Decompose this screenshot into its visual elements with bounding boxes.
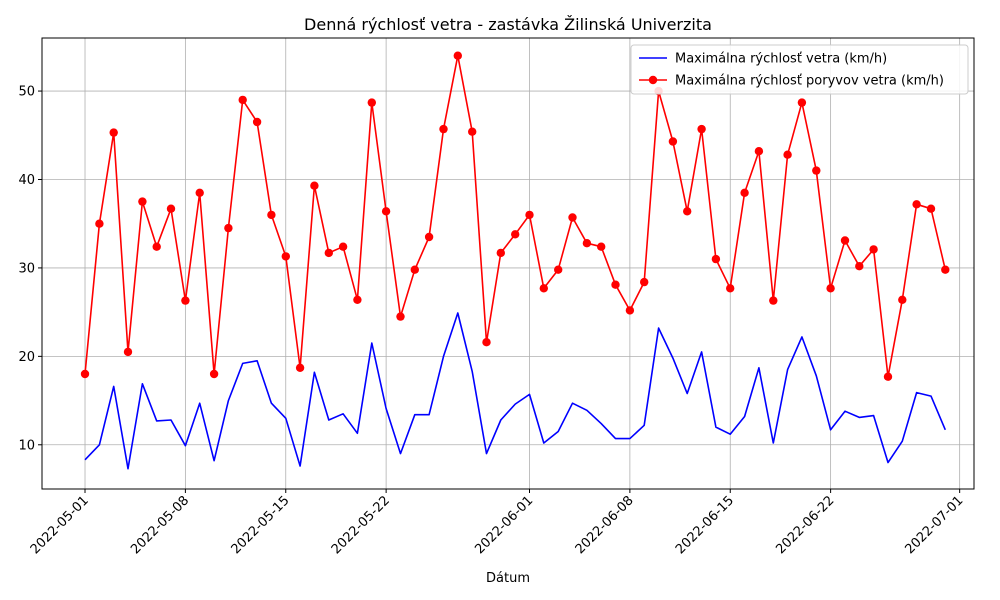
grid-layer xyxy=(42,38,974,489)
x-tick-label: 2022-05-15 xyxy=(229,493,293,557)
x-tick-label: 2022-05-01 xyxy=(28,493,92,557)
data-point xyxy=(109,128,118,137)
data-point xyxy=(898,295,907,304)
data-point xyxy=(310,181,319,190)
data-point xyxy=(338,242,348,251)
data-point xyxy=(554,265,563,274)
data-point xyxy=(138,197,147,206)
chart-title: Denná rýchlosť vetra - zastávka Žilinská… xyxy=(304,15,712,34)
data-point xyxy=(754,147,764,156)
data-point xyxy=(267,210,276,220)
data-point xyxy=(568,213,577,222)
data-point xyxy=(468,127,477,136)
data-point xyxy=(726,284,735,293)
data-point xyxy=(424,232,434,242)
data-point xyxy=(611,280,620,289)
data-point xyxy=(826,284,835,293)
data-point xyxy=(224,223,233,233)
data-point xyxy=(812,166,821,175)
data-point xyxy=(353,295,362,304)
data-point xyxy=(410,265,419,274)
data-point xyxy=(496,248,505,258)
data-point xyxy=(625,306,635,315)
series-1 xyxy=(84,312,947,470)
x-tick-label: 2022-05-22 xyxy=(329,493,393,557)
data-point xyxy=(697,124,706,134)
data-point xyxy=(797,98,807,107)
data-point xyxy=(482,338,491,347)
data-point xyxy=(912,200,921,209)
data-point xyxy=(525,210,534,220)
plot-frame xyxy=(41,37,975,490)
data-point xyxy=(209,369,219,379)
axis-layer: 10 20 30 40 50 2022-05-01 2022-05-08 2022-05-15… xyxy=(18,85,966,558)
data-point xyxy=(926,204,936,213)
data-point xyxy=(597,242,606,251)
series-line xyxy=(84,54,947,378)
data-point xyxy=(396,312,405,321)
data-point xyxy=(711,254,721,264)
series-line xyxy=(84,312,947,470)
legend-label: Maximálna rýchlosť poryvov vetra (km/h) xyxy=(675,74,944,89)
data-point xyxy=(683,207,692,216)
data-point xyxy=(252,117,262,127)
data-point xyxy=(123,347,133,357)
data-point xyxy=(152,242,161,251)
y-tick-label: 30 xyxy=(18,261,35,276)
data-point xyxy=(869,245,878,254)
x-axis-title: Dátum xyxy=(486,571,530,586)
data-point xyxy=(740,188,749,197)
data-point xyxy=(668,137,678,146)
data-point xyxy=(783,150,792,159)
data-point xyxy=(80,369,90,379)
data-point xyxy=(381,207,391,216)
x-tick-label: 2022-06-22 xyxy=(773,493,837,557)
x-tick-label: 2022-06-01 xyxy=(472,493,536,557)
data-point xyxy=(769,296,778,305)
data-point xyxy=(281,252,290,261)
x-tick-label: 2022-07-01 xyxy=(902,493,966,557)
x-tick-label: 2022-06-15 xyxy=(673,493,737,557)
legend-item: Maximálna rýchlosť poryvov vetra (km/h) xyxy=(639,74,944,89)
series-2 xyxy=(80,51,950,381)
data-point xyxy=(539,284,548,293)
data-point xyxy=(295,363,305,372)
data-point xyxy=(324,248,333,258)
x-tick-label: 2022-05-08 xyxy=(128,493,192,557)
x-tick-label: 2022-06-08 xyxy=(573,493,637,557)
data-point xyxy=(640,277,649,287)
data-point xyxy=(195,188,204,197)
data-point xyxy=(367,98,376,107)
legend-marker xyxy=(648,75,658,85)
data-point xyxy=(511,230,520,239)
data-point xyxy=(582,239,592,248)
legend-box xyxy=(630,44,969,95)
data-point xyxy=(439,124,448,134)
series-layer xyxy=(80,51,950,470)
data-point xyxy=(238,95,247,105)
legend: Maximálna rýchlosť vetra (km/h) Maximálna… xyxy=(630,44,969,95)
data-point xyxy=(855,262,864,271)
data-point xyxy=(166,204,176,213)
data-point xyxy=(840,236,850,245)
y-tick-label: 50 xyxy=(18,85,35,100)
y-tick-label: 20 xyxy=(18,350,35,365)
data-point xyxy=(941,265,950,274)
data-point xyxy=(181,296,190,305)
y-tick-label: 40 xyxy=(18,173,35,188)
legend-item: Maximálna rýchlosť vetra (km/h) xyxy=(639,52,887,67)
data-point xyxy=(95,219,104,228)
legend-label: Maximálna rýchlosť vetra (km/h) xyxy=(675,52,887,67)
data-point xyxy=(883,372,893,381)
data-point xyxy=(453,51,462,60)
y-tick-label: 10 xyxy=(18,438,35,453)
